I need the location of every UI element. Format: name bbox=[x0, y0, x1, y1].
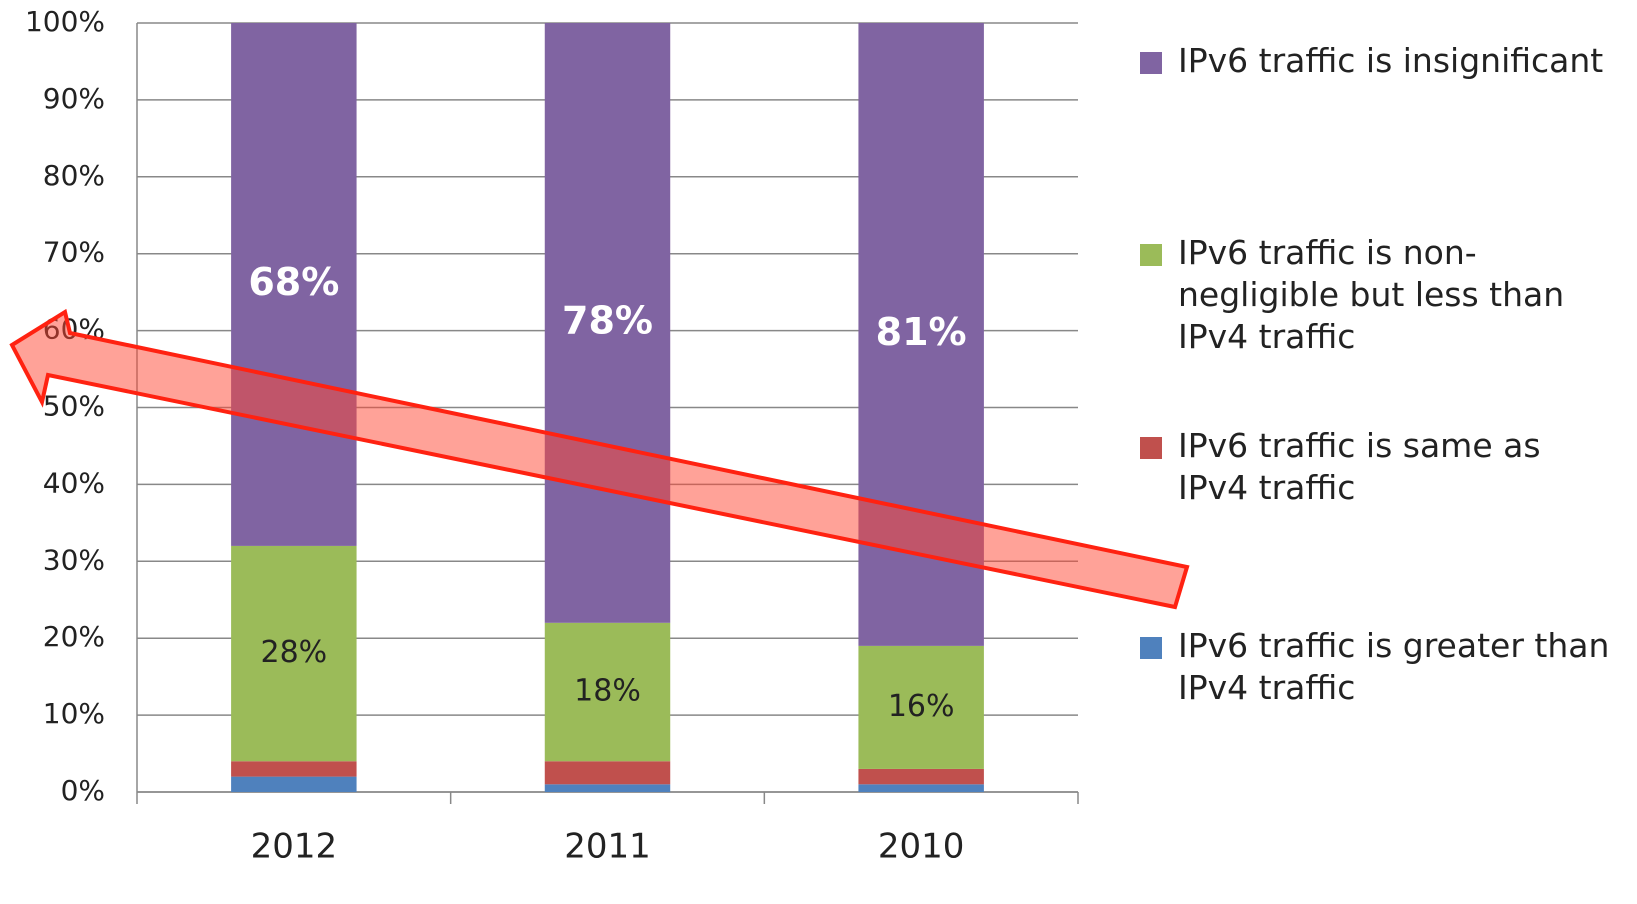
bar-segment bbox=[858, 645, 984, 769]
y-tick-label: 70% bbox=[43, 236, 105, 269]
bar-segment bbox=[544, 784, 671, 792]
legend-label: IPv6 traffic is same as IPv4 traffic bbox=[1178, 426, 1541, 507]
bar-segment bbox=[858, 768, 984, 785]
data-label: 68% bbox=[248, 260, 339, 304]
legend-swatch bbox=[1140, 437, 1162, 459]
bar-segment bbox=[231, 545, 357, 762]
y-tick-label: 100% bbox=[25, 5, 105, 38]
y-tick-label: 10% bbox=[43, 697, 105, 730]
bar-segment bbox=[544, 622, 671, 762]
y-tick-label: 30% bbox=[43, 543, 105, 576]
data-label: 81% bbox=[876, 310, 967, 354]
bar-segment bbox=[231, 761, 357, 777]
y-tick-label: 50% bbox=[43, 390, 105, 423]
bar-segment bbox=[231, 23, 357, 546]
data-label: 16% bbox=[888, 689, 955, 724]
y-tick-label: 40% bbox=[43, 466, 105, 499]
legend-item: IPv6 traffic is same as IPv4 traffic bbox=[1140, 425, 1620, 509]
legend-item: IPv6 traffic is greater than IPv4 traffi… bbox=[1140, 625, 1620, 709]
y-tick-label: 80% bbox=[43, 159, 105, 192]
legend-item: IPv6 traffic is insignificant bbox=[1140, 40, 1620, 82]
arrow bbox=[9, 308, 1190, 610]
y-tick-label: 90% bbox=[43, 82, 105, 115]
legend-label: IPv6 traffic is greater than IPv4 traffi… bbox=[1178, 626, 1610, 707]
bar-segment bbox=[858, 784, 984, 792]
bar-segment bbox=[231, 776, 357, 792]
x-tick-label: 2010 bbox=[878, 827, 965, 867]
bar-segment bbox=[544, 23, 671, 623]
x-tick-label: 2012 bbox=[251, 827, 338, 867]
legend-label: IPv6 traffic is insignificant bbox=[1178, 41, 1604, 80]
bar-segment bbox=[544, 761, 671, 785]
legend-swatch bbox=[1140, 637, 1162, 659]
data-label: 28% bbox=[260, 635, 327, 670]
y-tick-label: 20% bbox=[43, 620, 105, 653]
data-label: 78% bbox=[562, 298, 653, 342]
legend-swatch bbox=[1140, 52, 1162, 74]
legend-swatch bbox=[1140, 244, 1162, 266]
x-tick-label: 2011 bbox=[564, 827, 651, 867]
y-tick-label: 0% bbox=[61, 774, 105, 807]
legend-item: IPv6 traffic is non-negligible but less … bbox=[1140, 232, 1620, 358]
legend-label: IPv6 traffic is non-negligible but less … bbox=[1178, 233, 1565, 356]
data-label: 18% bbox=[574, 674, 641, 709]
